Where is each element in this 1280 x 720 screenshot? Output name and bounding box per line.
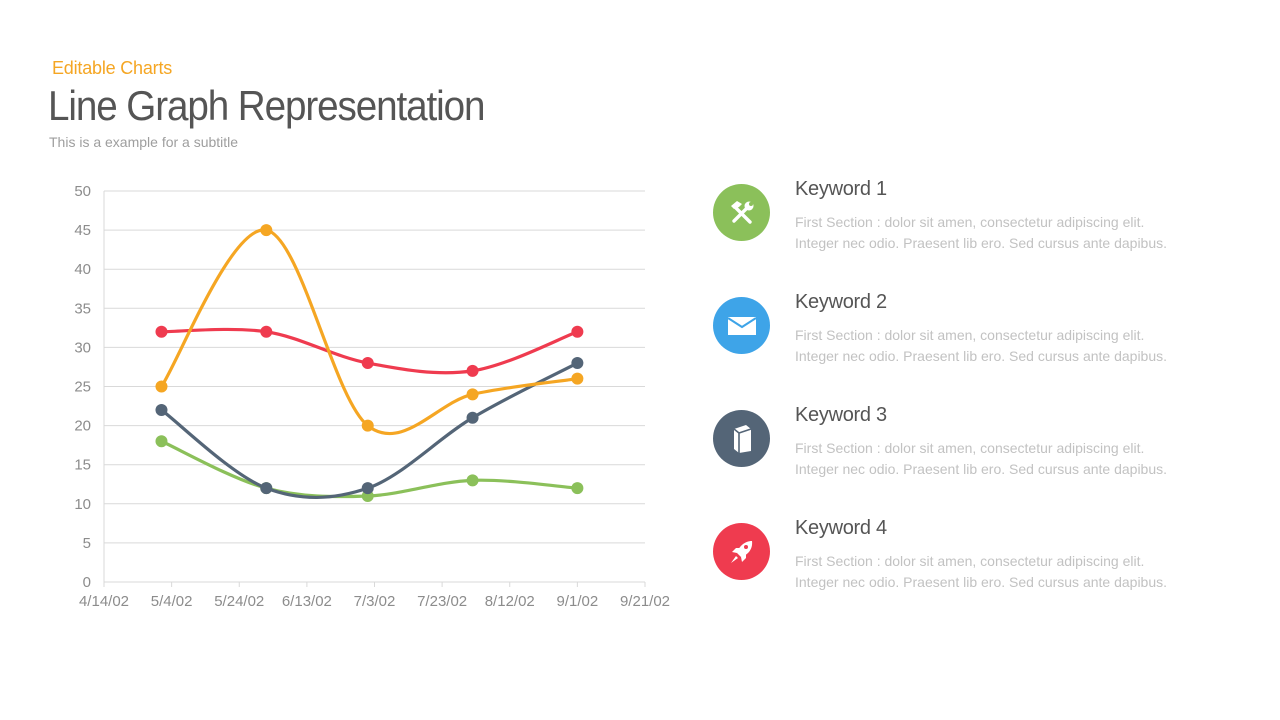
x-tick-label: 7/23/02 [417,593,467,610]
data-point [260,224,273,237]
data-point [466,474,479,487]
data-point [361,482,374,495]
keyword-3-line1: First Section : dolor sit amen, consecte… [795,440,1145,456]
x-tick-label: 4/14/02 [79,593,129,610]
y-tick-label: 25 [74,379,91,396]
data-point [466,388,479,401]
keyword-item-4: Keyword 4 First Section : dolor sit amen… [713,517,1235,593]
data-point [571,372,584,385]
eyebrow-label: Editable Charts [52,58,173,78]
data-point [155,435,168,448]
keyword-2-badge [713,297,770,354]
keyword-item-3: Keyword 3 First Section : dolor sit amen… [713,404,1235,480]
keyword-1-line1: First Section : dolor sit amen, consecte… [795,214,1145,230]
x-tick-label: 7/3/02 [354,593,396,610]
data-point [466,364,479,377]
keyword-2-description: First Section : dolor sit amen, consecte… [795,325,1235,367]
keyword-2-line1: First Section : dolor sit amen, consecte… [795,327,1145,343]
keyword-2-title: Keyword 2 [795,291,887,313]
y-tick-label: 5 [83,535,91,552]
keyword-1-line2: Integer nec odio. Praesent lib ero. Sed … [795,235,1168,251]
y-tick-label: 10 [74,496,91,513]
x-tick-label: 9/21/02 [620,593,670,610]
data-point [571,325,584,338]
y-tick-label: 15 [74,457,91,474]
keyword-2-line2: Integer nec odio. Praesent lib ero. Sed … [795,348,1168,364]
y-tick-label: 20 [74,418,91,435]
keyword-4-line2: Integer nec odio. Praesent lib ero. Sed … [795,574,1168,590]
y-tick-label: 45 [74,222,91,239]
data-point [361,357,374,370]
keyword-item-2: Keyword 2 First Section : dolor sit amen… [713,291,1235,367]
series-line [159,228,579,435]
x-tick-label: 5/24/02 [214,593,264,610]
keyword-1-title: Keyword 1 [795,178,887,200]
data-point [260,325,273,338]
keyword-4-title: Keyword 4 [795,517,887,539]
line-chart: 0 5 10 15 20 25 30 35 40 45 50 4/14/02 5/4/02 5/24/02… [0,0,700,640]
data-point [155,403,168,416]
y-tick-label: 50 [74,183,91,200]
data-point [361,419,374,432]
line-chart-canvas: 0 5 10 15 20 25 30 35 40 45 50 4/14/02 5/4/02 5/24/02… [74,183,670,610]
keyword-3-title: Keyword 3 [795,404,887,426]
x-tick-label: 9/1/02 [557,593,599,610]
envelope-icon [726,316,757,335]
data-point [155,380,168,393]
data-point [466,411,479,424]
data-point [155,325,168,338]
page-title: Line Graph Representation [48,82,486,129]
y-tick-label: 30 [74,339,91,356]
data-point [571,482,584,495]
data-point [571,357,584,370]
keyword-1-description: First Section : dolor sit amen, consecte… [795,212,1235,254]
keyword-1-badge [713,184,770,241]
y-tick-label: 35 [74,300,91,317]
keyword-3-description: First Section : dolor sit amen, consecte… [795,438,1235,480]
x-tick-label: 8/12/02 [485,593,535,610]
x-tick-label: 6/13/02 [282,593,332,610]
page-subtitle: This is a example for a subtitle [49,134,239,150]
keyword-3-badge [713,410,770,467]
keyword-item-1: Keyword 1 First Section : dolor sit amen… [713,178,1235,254]
data-point [260,482,273,495]
keyword-3-line2: Integer nec odio. Praesent lib ero. Sed … [795,461,1168,477]
y-tick-label: 0 [83,574,91,591]
keyword-4-description: First Section : dolor sit amen, consecte… [795,551,1235,593]
y-tick-label: 40 [74,261,91,278]
book-icon [733,424,751,453]
keyword-4-line1: First Section : dolor sit amen, consecte… [795,553,1145,569]
keyword-4-badge [713,523,770,580]
tools-icon [730,200,753,224]
rocket-icon [730,540,752,563]
x-tick-label: 5/4/02 [151,593,193,610]
